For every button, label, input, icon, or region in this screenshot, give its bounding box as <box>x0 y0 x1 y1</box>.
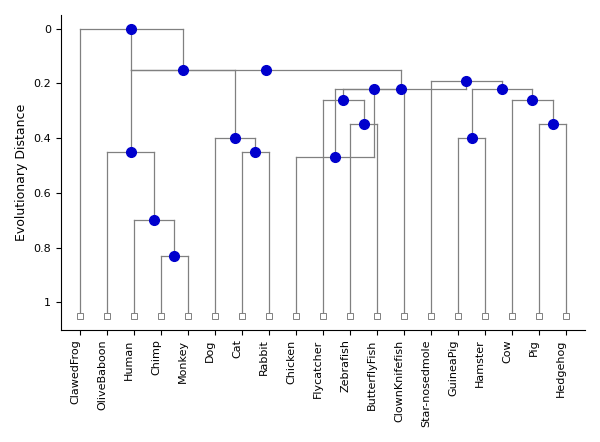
Y-axis label: Evolutionary Distance: Evolutionary Distance <box>15 104 28 241</box>
